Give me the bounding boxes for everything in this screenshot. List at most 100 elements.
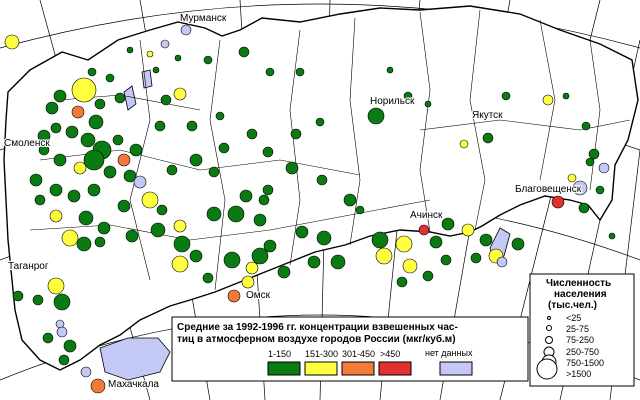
city-marker (97, 221, 111, 235)
size-circle-6 (536, 358, 558, 380)
city-marker (572, 180, 588, 196)
size-circle-1 (547, 316, 551, 320)
city-marker (215, 111, 225, 121)
city-marker (87, 67, 97, 77)
city-marker (251, 247, 269, 265)
city-marker (189, 249, 203, 263)
city-label-achinsk: Ачинск (410, 210, 443, 221)
size-class-label-5: 750-1500 (566, 358, 604, 368)
city-marker (295, 67, 305, 77)
city-marker (103, 165, 117, 179)
city-marker (189, 153, 203, 167)
size-class-label-6: >1500 (566, 369, 591, 379)
concentration-legend: Средние за 1992-1996 гг. концентрации вз… (171, 316, 529, 382)
city-marker (422, 270, 434, 282)
city-marker (330, 254, 346, 270)
legend-swatch-4 (378, 361, 412, 376)
legend-class-label-2: 151-300 (305, 349, 338, 359)
city-marker (440, 254, 452, 266)
city-labels: Мурманск Смоленск Норильск Якутск Благов… (3, 12, 583, 391)
city-marker (171, 255, 189, 273)
city-label-taganrog: Таганрог (8, 261, 49, 272)
legend-swatch-1 (267, 361, 301, 376)
city-marker (208, 166, 220, 178)
city-label-norilsk: Норильск (370, 96, 415, 107)
city-marker (65, 125, 79, 139)
legend-class-label-5: нет данных (425, 348, 473, 358)
city-label-omsk: Омск (246, 290, 271, 301)
city-marker (202, 272, 214, 284)
city-marker (63, 339, 77, 353)
city-marker (173, 235, 191, 253)
city-marker (206, 206, 222, 222)
city-marker (53, 293, 71, 311)
city-marker (50, 122, 62, 134)
city-marker (315, 117, 325, 127)
city-marker (133, 175, 147, 189)
city-label-murmansk: Мурманск (180, 13, 227, 24)
city-marker (156, 204, 168, 216)
city-marker (459, 139, 469, 149)
city-marker (34, 194, 46, 206)
city-label-makhachkala: Махачкала (108, 379, 159, 390)
city-marker (71, 77, 97, 103)
city-marker (160, 39, 170, 49)
city-marker (227, 289, 241, 303)
city-marker (186, 120, 198, 132)
city-marker (80, 132, 96, 148)
city-marker (166, 164, 178, 176)
city-marker (56, 326, 68, 338)
city-marker (277, 265, 291, 279)
city-marker (88, 114, 104, 130)
size-circle-2 (546, 325, 552, 331)
city-marker (83, 149, 105, 171)
caspian-sea (99, 337, 171, 381)
city-marker (355, 205, 365, 215)
city-marker (316, 174, 328, 186)
city-marker (238, 46, 250, 58)
city-marker (117, 199, 131, 213)
city-marker (87, 183, 101, 197)
city-marker (262, 146, 274, 158)
city-marker (307, 255, 321, 269)
city-marker (114, 92, 126, 104)
city-marker (146, 50, 154, 58)
city-marker (61, 229, 79, 247)
city-marker (80, 366, 92, 378)
city-marker (241, 275, 255, 289)
city-marker (29, 173, 43, 187)
city-marker (150, 222, 166, 238)
city-marker (45, 101, 59, 115)
legend-swatch-3 (341, 361, 375, 376)
city-marker (578, 202, 590, 214)
city-marker (58, 354, 70, 366)
city-marker (4, 34, 20, 50)
city-marker (396, 276, 408, 288)
city-marker (160, 94, 172, 106)
population-legend: Численность населения (тыс.чел.) <25 25-… (529, 273, 635, 387)
city-marker (581, 121, 591, 131)
city-marker (482, 132, 494, 144)
city-marker (129, 143, 143, 157)
city-marker (595, 185, 605, 195)
city-marker (608, 232, 616, 240)
size-class-label-3: 75-250 (566, 335, 594, 345)
city-marker (105, 73, 115, 83)
city-marker (588, 148, 600, 160)
city-marker (76, 236, 92, 252)
city-marker (67, 189, 81, 203)
city-marker (174, 54, 182, 62)
city-marker (316, 230, 332, 246)
city-marker (424, 100, 432, 108)
city-marker (542, 94, 554, 106)
city-marker (173, 219, 187, 233)
city-marker (38, 144, 50, 156)
city-label-smolensk: Смоленск (4, 138, 50, 149)
city-marker (49, 209, 63, 223)
city-marker (47, 277, 65, 295)
city-marker (49, 183, 63, 197)
city-marker (343, 193, 357, 207)
city-marker (403, 91, 413, 101)
city-marker (285, 161, 299, 175)
